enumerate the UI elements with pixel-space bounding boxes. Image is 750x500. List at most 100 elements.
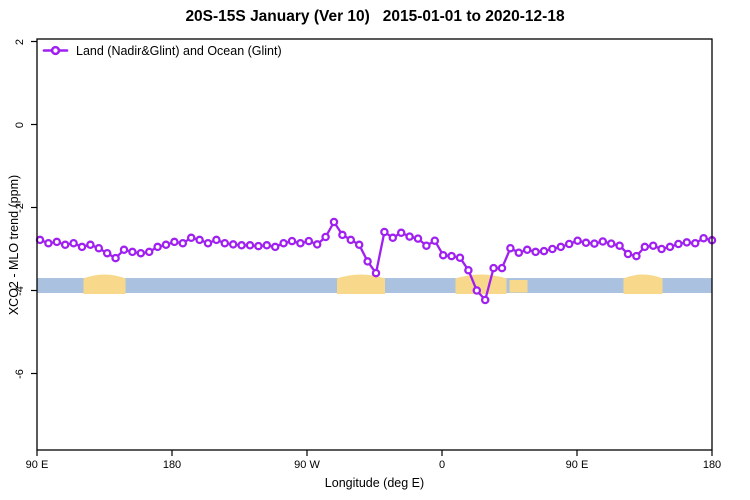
data-point-marker: [136, 248, 146, 258]
y-tick-label: -2: [14, 202, 26, 213]
data-point-marker: [119, 245, 129, 255]
data-point-marker: [35, 235, 45, 245]
data-point-marker: [388, 233, 398, 243]
data-point-marker: [354, 240, 364, 250]
data-point-marker: [195, 235, 204, 245]
data-point-marker: [615, 241, 624, 250]
data-point-marker: [581, 238, 591, 248]
data-point-marker: [514, 248, 524, 257]
data-point-marker: [363, 257, 372, 266]
tan-patch-1: [83, 274, 126, 294]
data-point-marker: [228, 240, 238, 249]
data-point-marker: [94, 243, 104, 253]
y-axis-label: XCO2 - MLO trend (ppm): [7, 174, 21, 316]
tan-patch-3: [455, 274, 507, 294]
data-point-marker: [329, 217, 339, 227]
data-point-marker: [606, 239, 616, 248]
data-point-marker: [321, 232, 330, 242]
x-tick-label: 90 E: [25, 459, 49, 471]
data-point-marker: [413, 234, 423, 243]
tan-patch-5: [623, 274, 663, 294]
data-point-marker: [405, 232, 414, 241]
data-point-marker: [590, 239, 599, 248]
chart-title: 20S-15S January (Ver 10) 2015-01-01 to 2…: [185, 8, 565, 25]
data-point-marker: [111, 253, 120, 263]
tan-patch-2: [337, 274, 385, 294]
data-point-marker: [220, 238, 230, 248]
data-point-marker: [430, 236, 440, 245]
data-point-marker: [161, 240, 171, 250]
y-tick-label: -4: [14, 285, 26, 296]
data-point-marker: [144, 247, 154, 257]
data-point-marker: [212, 235, 221, 245]
data-point-marker: [287, 236, 297, 246]
data-point-marker: [312, 240, 322, 249]
data-point-marker: [60, 240, 70, 250]
data-point-marker: [699, 233, 708, 243]
data-point-marker: [186, 233, 196, 243]
data-point-marker: [396, 228, 406, 238]
x-tick-label: 90 W: [294, 459, 320, 471]
data-point-marker: [371, 268, 381, 278]
data-point-marker: [682, 238, 692, 247]
data-point-marker: [623, 249, 633, 259]
data-point-marker: [178, 238, 188, 248]
data-point-marker: [573, 236, 582, 245]
data-point-marker: [564, 239, 574, 249]
x-tick-label: 0: [438, 459, 446, 471]
data-point-marker: [86, 240, 95, 250]
data-point-marker: [69, 238, 78, 248]
data-point-marker: [346, 235, 356, 245]
data-point-marker: [262, 241, 272, 250]
data-point-marker: [497, 263, 507, 273]
data-point-marker: [254, 241, 263, 251]
data-point-marker: [556, 242, 566, 252]
y-tick-label: 0: [14, 121, 26, 128]
data-point-marker: [77, 242, 87, 252]
data-point-marker: [598, 237, 608, 246]
data-point-marker: [170, 237, 179, 247]
data-point-marker: [539, 246, 549, 256]
data-point-marker: [153, 242, 162, 252]
data-point-marker: [657, 244, 666, 254]
data-point-marker: [480, 295, 490, 305]
data-point-marker: [128, 247, 137, 257]
data-point-marker: [464, 265, 473, 275]
data-point-marker: [665, 242, 675, 252]
tan-patch-4: [509, 280, 528, 293]
data-point-marker: [648, 241, 658, 250]
y-tick-label: 2: [14, 38, 26, 45]
data-point-marker: [632, 251, 641, 261]
data-point-marker: [640, 242, 650, 252]
data-point-marker: [506, 243, 515, 253]
data-point-marker: [472, 286, 482, 295]
plot-border: [36, 38, 713, 451]
data-point-marker: [674, 239, 683, 249]
data-point-marker: [245, 241, 255, 250]
data-point-marker: [296, 238, 305, 248]
data-point-marker: [522, 245, 532, 255]
y-tick-label: -6: [14, 368, 26, 379]
data-point-marker: [489, 263, 498, 273]
data-point-marker: [102, 248, 112, 258]
data-point-marker: [438, 250, 448, 260]
data-point-marker: [52, 237, 62, 247]
data-point-marker: [380, 227, 389, 237]
data-point-marker: [44, 238, 53, 248]
x-tick-label: 180: [702, 459, 722, 471]
x-axis-label: Longitude (deg E): [324, 476, 425, 490]
legend-label: Land (Nadir&Glint) and Ocean (Glint): [76, 44, 282, 58]
data-point-marker: [548, 244, 557, 254]
data-point-marker: [455, 253, 465, 262]
data-point-marker: [270, 242, 280, 252]
data-point-marker: [422, 241, 431, 250]
x-tick-label: 180: [162, 459, 182, 471]
x-tick-label: 90 E: [565, 459, 589, 471]
data-point-marker: [237, 241, 246, 250]
data-point-marker: [447, 251, 456, 261]
data-point-marker: [690, 238, 700, 248]
data-point-marker: [279, 238, 288, 248]
legend-marker-sample: [50, 45, 61, 56]
